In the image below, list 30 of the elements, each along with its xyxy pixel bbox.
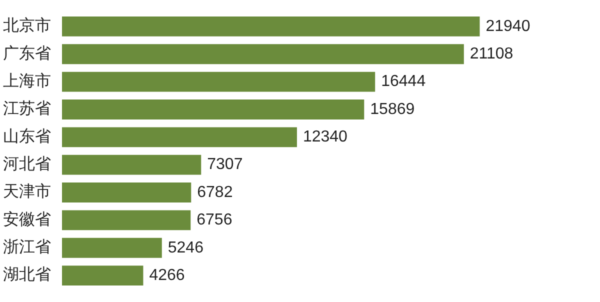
y-tick-label: 安徽省 (3, 209, 51, 228)
data-label: 15869 (370, 100, 415, 118)
bar (62, 238, 162, 258)
bar (62, 72, 376, 92)
y-tick-label: 山东省 (3, 126, 51, 146)
y-tick-label: 广东省 (3, 43, 51, 62)
bar (62, 44, 464, 64)
data-label: 16444 (381, 73, 426, 90)
data-label: 12340 (302, 128, 348, 146)
data-label: 6782 (197, 184, 233, 201)
bar (62, 100, 364, 120)
data-label: 5246 (168, 239, 204, 256)
y-tick-label: 上海市 (3, 70, 51, 90)
data-label: 21940 (486, 18, 530, 35)
y-tick-label: 北京市 (3, 16, 51, 35)
bar (62, 16, 480, 36)
y-tick-label: 湖北省 (3, 264, 51, 284)
bar (62, 127, 297, 148)
y-tick-label: 江苏省 (3, 98, 51, 118)
y-tick-label: 浙江省 (3, 237, 51, 256)
bar (62, 182, 192, 202)
data-label: 4266 (149, 266, 185, 284)
bar (62, 210, 191, 230)
data-label: 7307 (207, 156, 243, 174)
y-tick-label: 河北省 (3, 154, 51, 173)
bar (62, 154, 202, 175)
y-tick-label: 天津市 (3, 182, 51, 201)
bar (62, 266, 144, 286)
data-label: 6756 (196, 212, 232, 229)
data-label: 21108 (470, 46, 514, 63)
